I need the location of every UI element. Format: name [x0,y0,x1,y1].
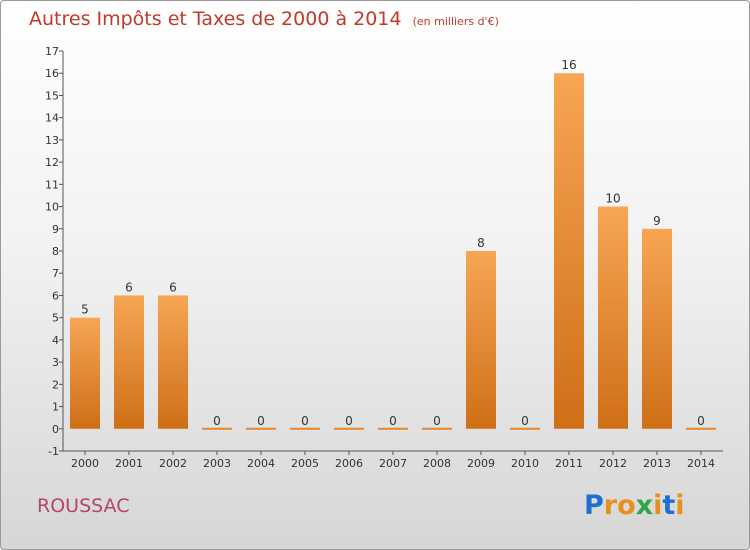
y-tick-label: 15 [45,89,59,102]
data-label: 0 [433,414,441,428]
x-tick-label: 2001 [115,457,143,470]
x-tick-label: 2003 [203,457,231,470]
x-tick-label: 2005 [291,457,319,470]
logo-letter: o [617,490,636,521]
x-tick-label: 2008 [423,457,451,470]
bar [378,427,408,430]
x-tick-label: 2014 [687,457,715,470]
logo-letter: r [603,490,618,521]
y-tick-label: 4 [52,334,59,347]
logo-letter: i [675,490,685,521]
y-tick-label: 11 [45,178,59,191]
chart-subtitle: (en milliers d'€) [412,15,499,28]
y-tick-label: -1 [48,445,59,458]
proxiti-logo[interactable]: Proxiti [584,490,685,521]
data-label: 0 [697,414,705,428]
x-tick-label: 2000 [71,457,99,470]
y-tick-label: 5 [52,312,59,325]
x-tick-label: 2007 [379,457,407,470]
y-tick-label: 6 [52,289,59,302]
data-labels: 5 6 6 0 0 0 0 0 0 8 0 16 10 9 0 [81,58,705,428]
y-tick-label: 10 [45,201,59,214]
data-label: 0 [521,414,529,428]
data-label: 16 [561,58,576,72]
y-tick-label: 3 [52,356,59,369]
data-label: 6 [125,280,133,294]
bar [510,427,540,430]
bar [598,206,628,429]
y-tick-label: 17 [45,45,59,58]
x-tick-label: 2010 [511,457,539,470]
bar [642,228,672,429]
y-tick-label: 0 [52,423,59,436]
bar [290,427,320,430]
y-tick-label: 16 [45,67,59,80]
x-tick-label: 2011 [555,457,583,470]
data-label: 0 [213,414,221,428]
data-label: 8 [477,236,485,250]
bar [158,295,188,429]
x-tick-label: 2002 [159,457,187,470]
data-label: 0 [257,414,265,428]
y-tick-label: 12 [45,156,59,169]
x-tick-label: 2012 [599,457,627,470]
y-tick-label: 8 [52,245,59,258]
data-label: 0 [345,414,353,428]
y-tick-label: 9 [52,223,59,236]
x-tick-label: 2009 [467,457,495,470]
commune-name: ROUSSAC [37,495,130,517]
logo-letter: t [662,490,676,521]
data-label: 5 [81,303,89,317]
bar [554,73,584,429]
y-tick-label: 13 [45,134,59,147]
bar [114,295,144,429]
data-label: 9 [653,214,661,228]
x-tick-label: 2004 [247,457,275,470]
bar [70,317,100,429]
y-tick-label: 14 [45,112,59,125]
data-label: 0 [389,414,397,428]
bar [422,427,452,430]
x-tick-label: 2006 [335,457,363,470]
logo-letter: P [584,490,604,521]
y-tick-label: 7 [52,267,59,280]
bar [202,427,232,430]
bar [334,427,364,430]
x-axis-ticks: 2000 2001 2002 2003 2004 2005 2006 2007 2008 2009… [71,451,715,470]
y-tick-label: 1 [52,401,59,414]
data-label: 6 [169,280,177,294]
title-block: Autres Impôts et Taxes de 2000 à 2014 (e… [29,8,499,30]
bar [686,427,716,430]
x-tick-label: 2013 [643,457,671,470]
data-label: 10 [605,192,620,206]
y-tick-label: 2 [52,378,59,391]
bar [246,427,276,430]
bar [466,251,496,429]
chart-title: Autres Impôts et Taxes de 2000 à 2014 [29,8,402,30]
data-label: 0 [301,414,309,428]
bars [70,73,716,430]
logo-letter: i [653,490,663,521]
logo-letter: x [635,490,654,521]
